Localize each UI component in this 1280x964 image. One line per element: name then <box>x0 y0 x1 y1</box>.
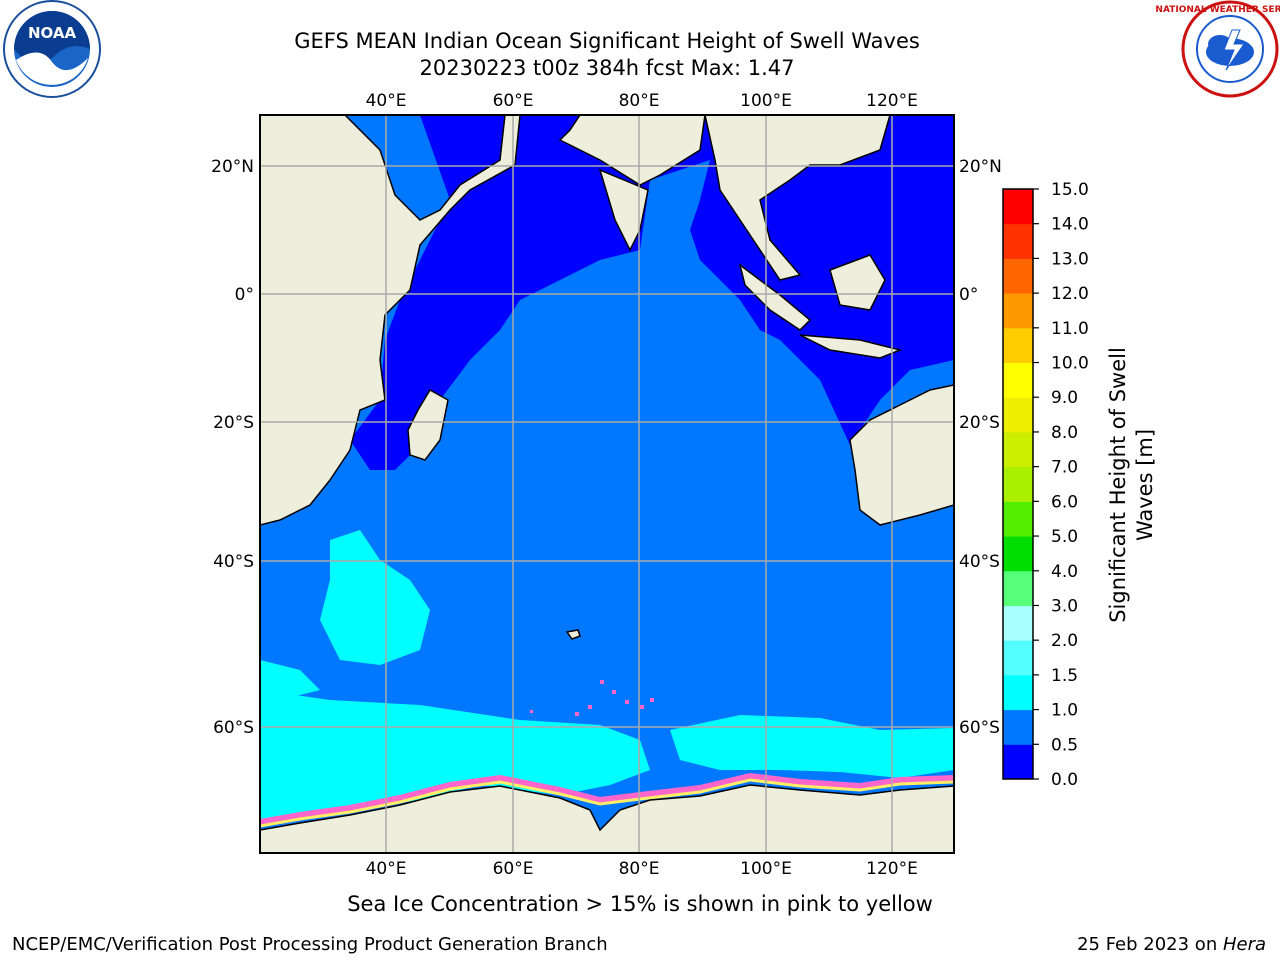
colorbar-tick-label: 2.0 <box>1051 631 1078 651</box>
colorbar-tick-label: 0.0 <box>1051 770 1078 790</box>
land-indonesia <box>738 254 903 359</box>
lon-tick-bottom: 60°E <box>493 859 534 879</box>
colorbar-bin <box>1003 640 1033 676</box>
colorbar-bin <box>1003 466 1033 502</box>
colorbar-tick-label: 8.0 <box>1051 423 1078 443</box>
credit-left: NCEP/EMC/Verification Post Processing Pr… <box>12 934 608 955</box>
colorbar-tick-label: 4.0 <box>1051 562 1078 582</box>
colorbar-tick-label: 7.0 <box>1051 458 1078 478</box>
lon-tick-top: 100°E <box>740 91 792 111</box>
colorbar-ticks: 0.0 0.5 1.0 1.5 2.0 3.0 4.0 5.0 6.0 7.0 8.0 9.0 10.0… <box>1033 180 1089 790</box>
noaa-logo-icon: NOAA <box>3 0 101 98</box>
land-india <box>558 115 706 252</box>
land-antarctica <box>260 784 954 853</box>
colorbar-label: Significant Height of Swell Waves [m] <box>1106 347 1157 623</box>
lat-tick-right: 20°N <box>959 157 1002 177</box>
sea-ice-scatter <box>530 680 654 716</box>
map-frame <box>259 114 955 854</box>
colorbar-tick-label: 11.0 <box>1051 319 1089 339</box>
sea-ice-edge <box>260 772 954 825</box>
colorbar-frame <box>1002 188 1034 780</box>
lon-tick-top: 60°E <box>493 91 534 111</box>
land-australia <box>849 384 954 526</box>
map-gridlines <box>260 115 954 853</box>
lat-tick-left: 20°S <box>213 413 254 433</box>
lon-tick-bottom: 40°E <box>366 859 407 879</box>
colorbar-tick-label: 1.5 <box>1051 666 1078 686</box>
land-madagascar <box>407 388 449 461</box>
lat-tick-right: 0° <box>959 285 978 305</box>
sea-ice-note: Sea Ice Concentration > 15% is shown in … <box>347 892 933 916</box>
colorbar-bin <box>1003 327 1033 364</box>
lat-tick-left: 20°N <box>211 157 254 177</box>
colorbar-bin <box>1003 223 1033 259</box>
colorbar-tick-label: 12.0 <box>1051 284 1089 304</box>
colorbar-tick-label: 6.0 <box>1051 492 1078 512</box>
colorbar-label-line2: Waves [m] <box>1133 429 1157 541</box>
map-area <box>260 115 954 853</box>
colorbar-tick-label: 5.0 <box>1051 527 1078 547</box>
nws-logo-text: NATIONAL WEATHER SERVICE <box>1155 5 1280 15</box>
colorbar-tick-label: 1.0 <box>1051 701 1078 721</box>
credit-right-host: Hera <box>1223 934 1266 955</box>
colorbar-bin <box>1003 362 1033 398</box>
colorbar-bin <box>1003 189 1033 225</box>
colorbar-bin <box>1003 570 1033 606</box>
colorbar-bin <box>1003 431 1033 468</box>
lon-tick-top: 40°E <box>366 91 407 111</box>
colorbar-tick-label: 0.5 <box>1051 735 1078 755</box>
colorbar-bin <box>1003 709 1033 745</box>
lat-ticks-left: 20°N 0° 20°S 40°S 60°S <box>211 157 254 738</box>
colorbar <box>1003 189 1033 780</box>
lon-tick-top: 120°E <box>866 91 918 111</box>
lat-tick-left: 60°S <box>213 718 254 738</box>
credit-right-date: 25 Feb 2023 on <box>1077 934 1223 955</box>
colorbar-tick-label: 15.0 <box>1051 180 1089 200</box>
colorbar-bin <box>1003 293 1033 329</box>
colorbar-bin <box>1003 397 1033 433</box>
colorbar-label-line1: Significant Height of Swell <box>1106 347 1130 623</box>
colorbar-tick-label: 9.0 <box>1051 388 1078 408</box>
lon-tick-bottom: 120°E <box>866 859 918 879</box>
colorbar-tick-label: 14.0 <box>1051 215 1089 235</box>
lon-tick-bottom: 100°E <box>740 859 792 879</box>
ocean-swell-1-0-1-5-east <box>670 715 954 778</box>
nws-logo-icon: NATIONAL WEATHER SERVICE <box>1155 0 1280 98</box>
ocean-swell-0-0-5-madagascar <box>350 400 410 470</box>
lon-tick-bottom: 80°E <box>619 859 660 879</box>
credit-right: 25 Feb 2023 on Hera <box>1077 934 1266 955</box>
colorbar-tick-label: 3.0 <box>1051 596 1078 616</box>
colorbar-bin <box>1003 674 1033 711</box>
lat-tick-left: 40°S <box>213 552 254 572</box>
lat-tick-right: 60°S <box>959 718 1000 738</box>
colorbar-tick-label: 10.0 <box>1051 354 1089 374</box>
lat-tick-right: 20°S <box>959 413 1000 433</box>
chart-title-line2: 20230223 t00z 384h fcst Max: 1.47 <box>420 56 795 80</box>
colorbar-bin <box>1003 258 1033 294</box>
colorbar-bin <box>1003 501 1033 537</box>
colorbar-tick-label: 13.0 <box>1051 249 1089 269</box>
ocean-swell-0-0-5-north <box>380 115 954 460</box>
lon-ticks-bottom: 40°E 60°E 80°E 100°E 120°E <box>366 859 918 879</box>
land-kerguelen <box>565 629 581 640</box>
colorbar-bin <box>1003 605 1033 641</box>
chart-title-line1: GEFS MEAN Indian Ocean Significant Heigh… <box>294 29 920 53</box>
colorbar-bin <box>1003 536 1033 572</box>
ocean-swell-1-0-1-5-west-patch <box>320 530 430 665</box>
sea-ice-edge-yellow <box>260 778 954 828</box>
noaa-logo-text: NOAA <box>28 24 77 42</box>
lon-tick-top: 80°E <box>619 91 660 111</box>
lat-tick-right: 40°S <box>959 552 1000 572</box>
land-se-asia <box>704 115 891 281</box>
colorbar-bin <box>1003 744 1033 780</box>
lon-ticks-top: 40°E 60°E 80°E 100°E 120°E <box>366 91 918 111</box>
lat-tick-left: 0° <box>235 285 254 305</box>
ocean-swell-1-0-1-5-southwest <box>260 660 320 700</box>
lat-ticks-right: 20°N 0° 20°S 40°S 60°S <box>959 157 1002 738</box>
